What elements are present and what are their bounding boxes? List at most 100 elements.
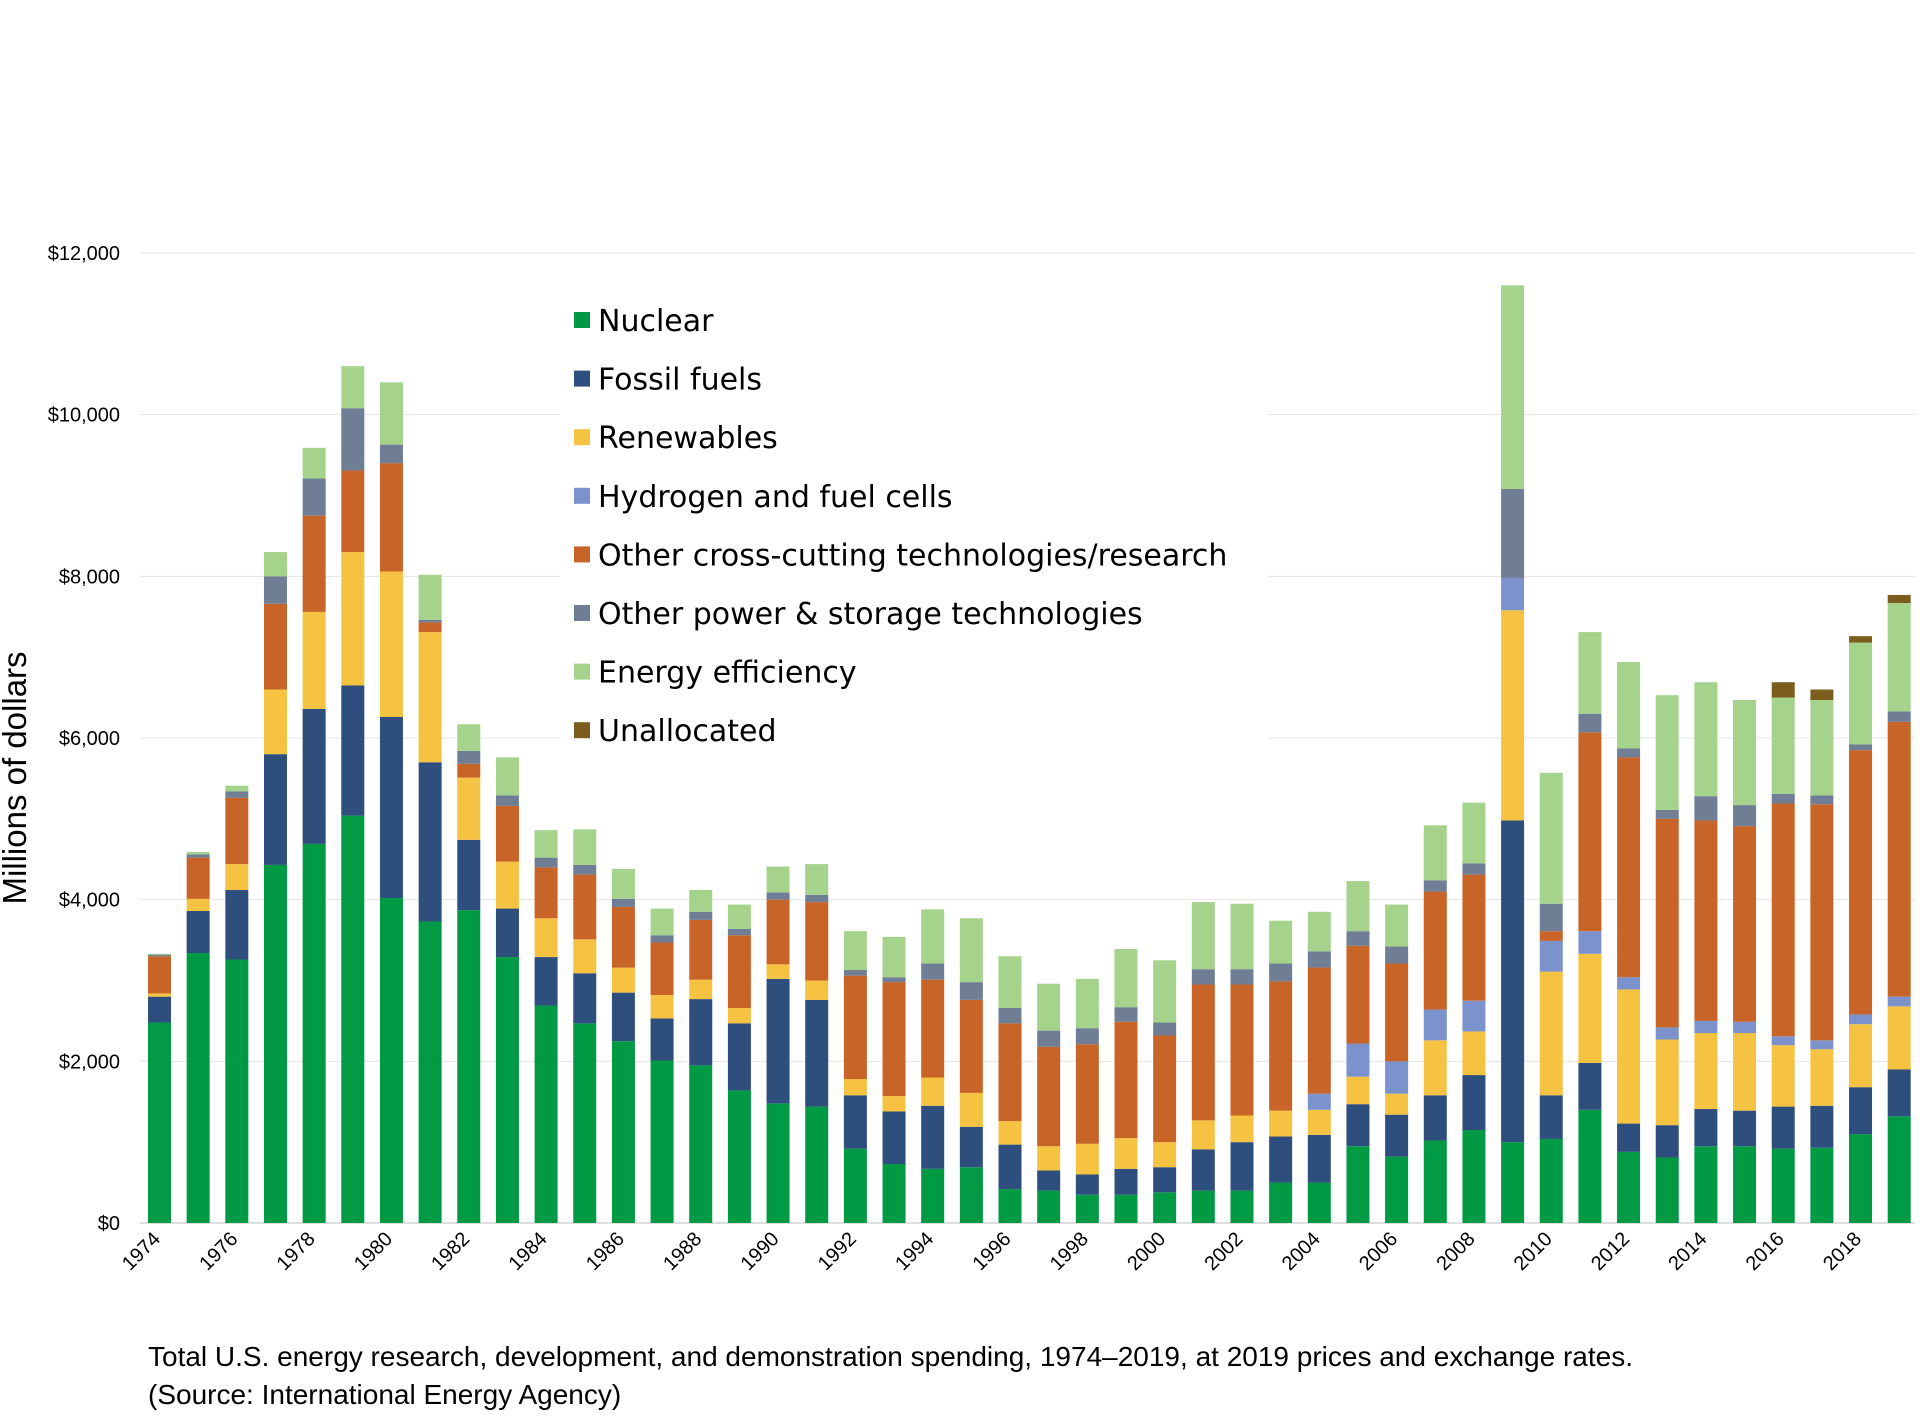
bar-segment-other-cross-cutting-technologies-research-2011: [1578, 732, 1602, 932]
caption-line-1: Total U.S. energy research, development,…: [148, 1341, 1633, 1372]
bar-segment-other-power-storage-technologies-2002: [1230, 969, 1254, 985]
bar-segment-energy-efficiency-2007: [1423, 825, 1447, 881]
legend-swatch: [574, 312, 590, 328]
bar-segment-nuclear-2014: [1694, 1146, 1718, 1223]
bar-segment-fossil-fuels-1990: [766, 978, 790, 1104]
y-axis-label: Millions of dollars: [0, 651, 33, 904]
bar-segment-fossil-fuels-1998: [1075, 1174, 1099, 1195]
legend-label: Energy efficiency: [598, 656, 857, 691]
bar-segment-hydrogen-and-fuel-cells-2004: [1307, 1093, 1331, 1110]
bar-segment-renewables-1982: [457, 777, 481, 840]
x-tick-label: 2000: [1123, 1228, 1170, 1275]
bar-segment-renewables-1988: [689, 979, 713, 1000]
bar-segment-renewables-2018: [1849, 1024, 1873, 1088]
bar-segment-renewables-1992: [843, 1079, 867, 1096]
bar-segment-other-cross-cutting-technologies-research-2017: [1810, 804, 1834, 1041]
x-tick-label: 1992: [814, 1228, 861, 1275]
bar-segment-fossil-fuels-2013: [1655, 1125, 1679, 1158]
bar-segment-renewables-1980: [379, 571, 403, 717]
legend-label: Renewables: [598, 421, 778, 456]
bar-segment-renewables-1989: [727, 1007, 751, 1024]
bar-segment-nuclear-2015: [1733, 1146, 1757, 1223]
bar-segment-other-cross-cutting-technologies-research-2003: [1269, 981, 1293, 1111]
bar-segment-nuclear-2005: [1346, 1146, 1370, 1223]
bar-segment-nuclear-1997: [1037, 1190, 1061, 1223]
x-tick-label: 2008: [1432, 1228, 1479, 1275]
x-tick-label: 1984: [505, 1228, 552, 1275]
bar-segment-other-cross-cutting-technologies-research-2001: [1191, 984, 1215, 1121]
bar-segment-nuclear-1990: [766, 1103, 790, 1223]
bar-segment-other-cross-cutting-technologies-research-1989: [727, 935, 751, 1008]
bar-segment-nuclear-1986: [611, 1041, 635, 1223]
bar-segment-other-power-storage-technologies-1999: [1114, 1007, 1138, 1022]
legend-swatch: [574, 429, 590, 446]
bar-segment-nuclear-1981: [418, 921, 442, 1223]
x-tick-label: 1982: [427, 1228, 474, 1275]
legend-label: Hydrogen and fuel cells: [598, 480, 953, 515]
bar-segment-renewables-1990: [766, 964, 790, 979]
y-tick-label: $4,000: [59, 890, 120, 912]
bar-segment-other-cross-cutting-technologies-research-1994: [921, 979, 945, 1078]
bar-segment-energy-efficiency-1986: [611, 868, 635, 899]
bar-segment-other-cross-cutting-technologies-research-1982: [457, 763, 481, 778]
bar-segment-nuclear-2010: [1539, 1138, 1563, 1223]
bar-segment-other-cross-cutting-technologies-research-2014: [1694, 820, 1718, 1021]
bar-segment-fossil-fuels-2016: [1771, 1106, 1795, 1149]
bar-segment-fossil-fuels-1980: [379, 716, 403, 899]
bar-segment-energy-efficiency-2001: [1191, 902, 1215, 970]
bar-segment-renewables-1976: [225, 864, 249, 890]
bar-segment-energy-efficiency-2009: [1501, 285, 1525, 490]
bar-segment-energy-efficiency-1977: [263, 552, 287, 577]
bar-segment-other-power-storage-technologies-2009: [1501, 489, 1525, 578]
legend-label: Other power & storage technologies: [598, 597, 1143, 632]
bar-segment-fossil-fuels-2005: [1346, 1104, 1370, 1147]
y-axis-ticks: $0 $2,000 $4,000 $6,000 $8,000 $10,000 $12,000: [48, 243, 120, 1235]
bar-segment-other-power-storage-technologies-2016: [1771, 793, 1795, 804]
bar-segment-other-power-storage-technologies-2018: [1849, 744, 1873, 751]
bar-segment-fossil-fuels-1985: [573, 973, 597, 1024]
bar-segment-renewables-2014: [1694, 1033, 1718, 1110]
legend-swatch: [574, 663, 590, 680]
bar-segment-fossil-fuels-1981: [418, 762, 442, 922]
bar-segment-renewables-1984: [534, 918, 558, 958]
x-tick-label: 1976: [195, 1228, 242, 1275]
bar-segment-renewables-1995: [959, 1092, 983, 1127]
bar-segment-renewables-2000: [1153, 1142, 1177, 1168]
bar-segment-other-cross-cutting-technologies-research-1998: [1075, 1044, 1099, 1144]
bar-segment-other-power-storage-technologies-2004: [1307, 951, 1331, 968]
bar-segment-fossil-fuels-2017: [1810, 1105, 1834, 1148]
bar-segment-other-cross-cutting-technologies-research-2016: [1771, 803, 1795, 1037]
bar-segment-nuclear-2012: [1617, 1151, 1641, 1223]
bar-segment-renewables-2001: [1191, 1120, 1215, 1150]
bar-segment-other-cross-cutting-technologies-research-1985: [573, 874, 597, 940]
bar-segment-nuclear-2019: [1887, 1116, 1911, 1223]
bar-segment-other-cross-cutting-technologies-research-2018: [1849, 750, 1873, 1015]
bar-segment-energy-efficiency-1994: [921, 909, 945, 964]
bar-segment-energy-efficiency-2006: [1385, 904, 1409, 947]
legend-swatch: [574, 487, 590, 504]
bar-segment-nuclear-2002: [1230, 1190, 1254, 1223]
bar-segment-nuclear-2016: [1771, 1148, 1795, 1223]
bar-segment-hydrogen-and-fuel-cells-2007: [1423, 1009, 1447, 1041]
bar-segment-other-power-storage-technologies-1975: [186, 854, 210, 858]
bar-segment-nuclear-1978: [302, 843, 326, 1223]
bar-segment-nuclear-2013: [1655, 1157, 1679, 1223]
bar-segment-renewables-1983: [495, 861, 519, 909]
bar-segment-fossil-fuels-1989: [727, 1023, 751, 1091]
bar-segment-fossil-fuels-1994: [921, 1105, 945, 1169]
bar-segment-nuclear-1976: [225, 959, 249, 1223]
y-tick-label: $0: [98, 1213, 120, 1235]
bar-segment-other-power-storage-technologies-1977: [263, 576, 287, 604]
bar-segment-energy-efficiency-1992: [843, 931, 867, 970]
bar-segment-energy-efficiency-2012: [1617, 662, 1641, 749]
bar-segment-hydrogen-and-fuel-cells-2006: [1385, 1061, 1409, 1094]
bar-segment-other-power-storage-technologies-1992: [843, 969, 867, 976]
bar-segment-fossil-fuels-2014: [1694, 1109, 1718, 1147]
x-tick-label: 1986: [582, 1228, 629, 1275]
bar-segment-nuclear-1988: [689, 1065, 713, 1223]
bar-segment-other-power-storage-technologies-1986: [611, 898, 635, 907]
bar-segment-renewables-1978: [302, 611, 326, 709]
bar-segment-other-cross-cutting-technologies-research-1978: [302, 515, 326, 612]
bar-segment-fossil-fuels-2010: [1539, 1095, 1563, 1139]
bar-segment-energy-efficiency-1974: [148, 953, 171, 955]
